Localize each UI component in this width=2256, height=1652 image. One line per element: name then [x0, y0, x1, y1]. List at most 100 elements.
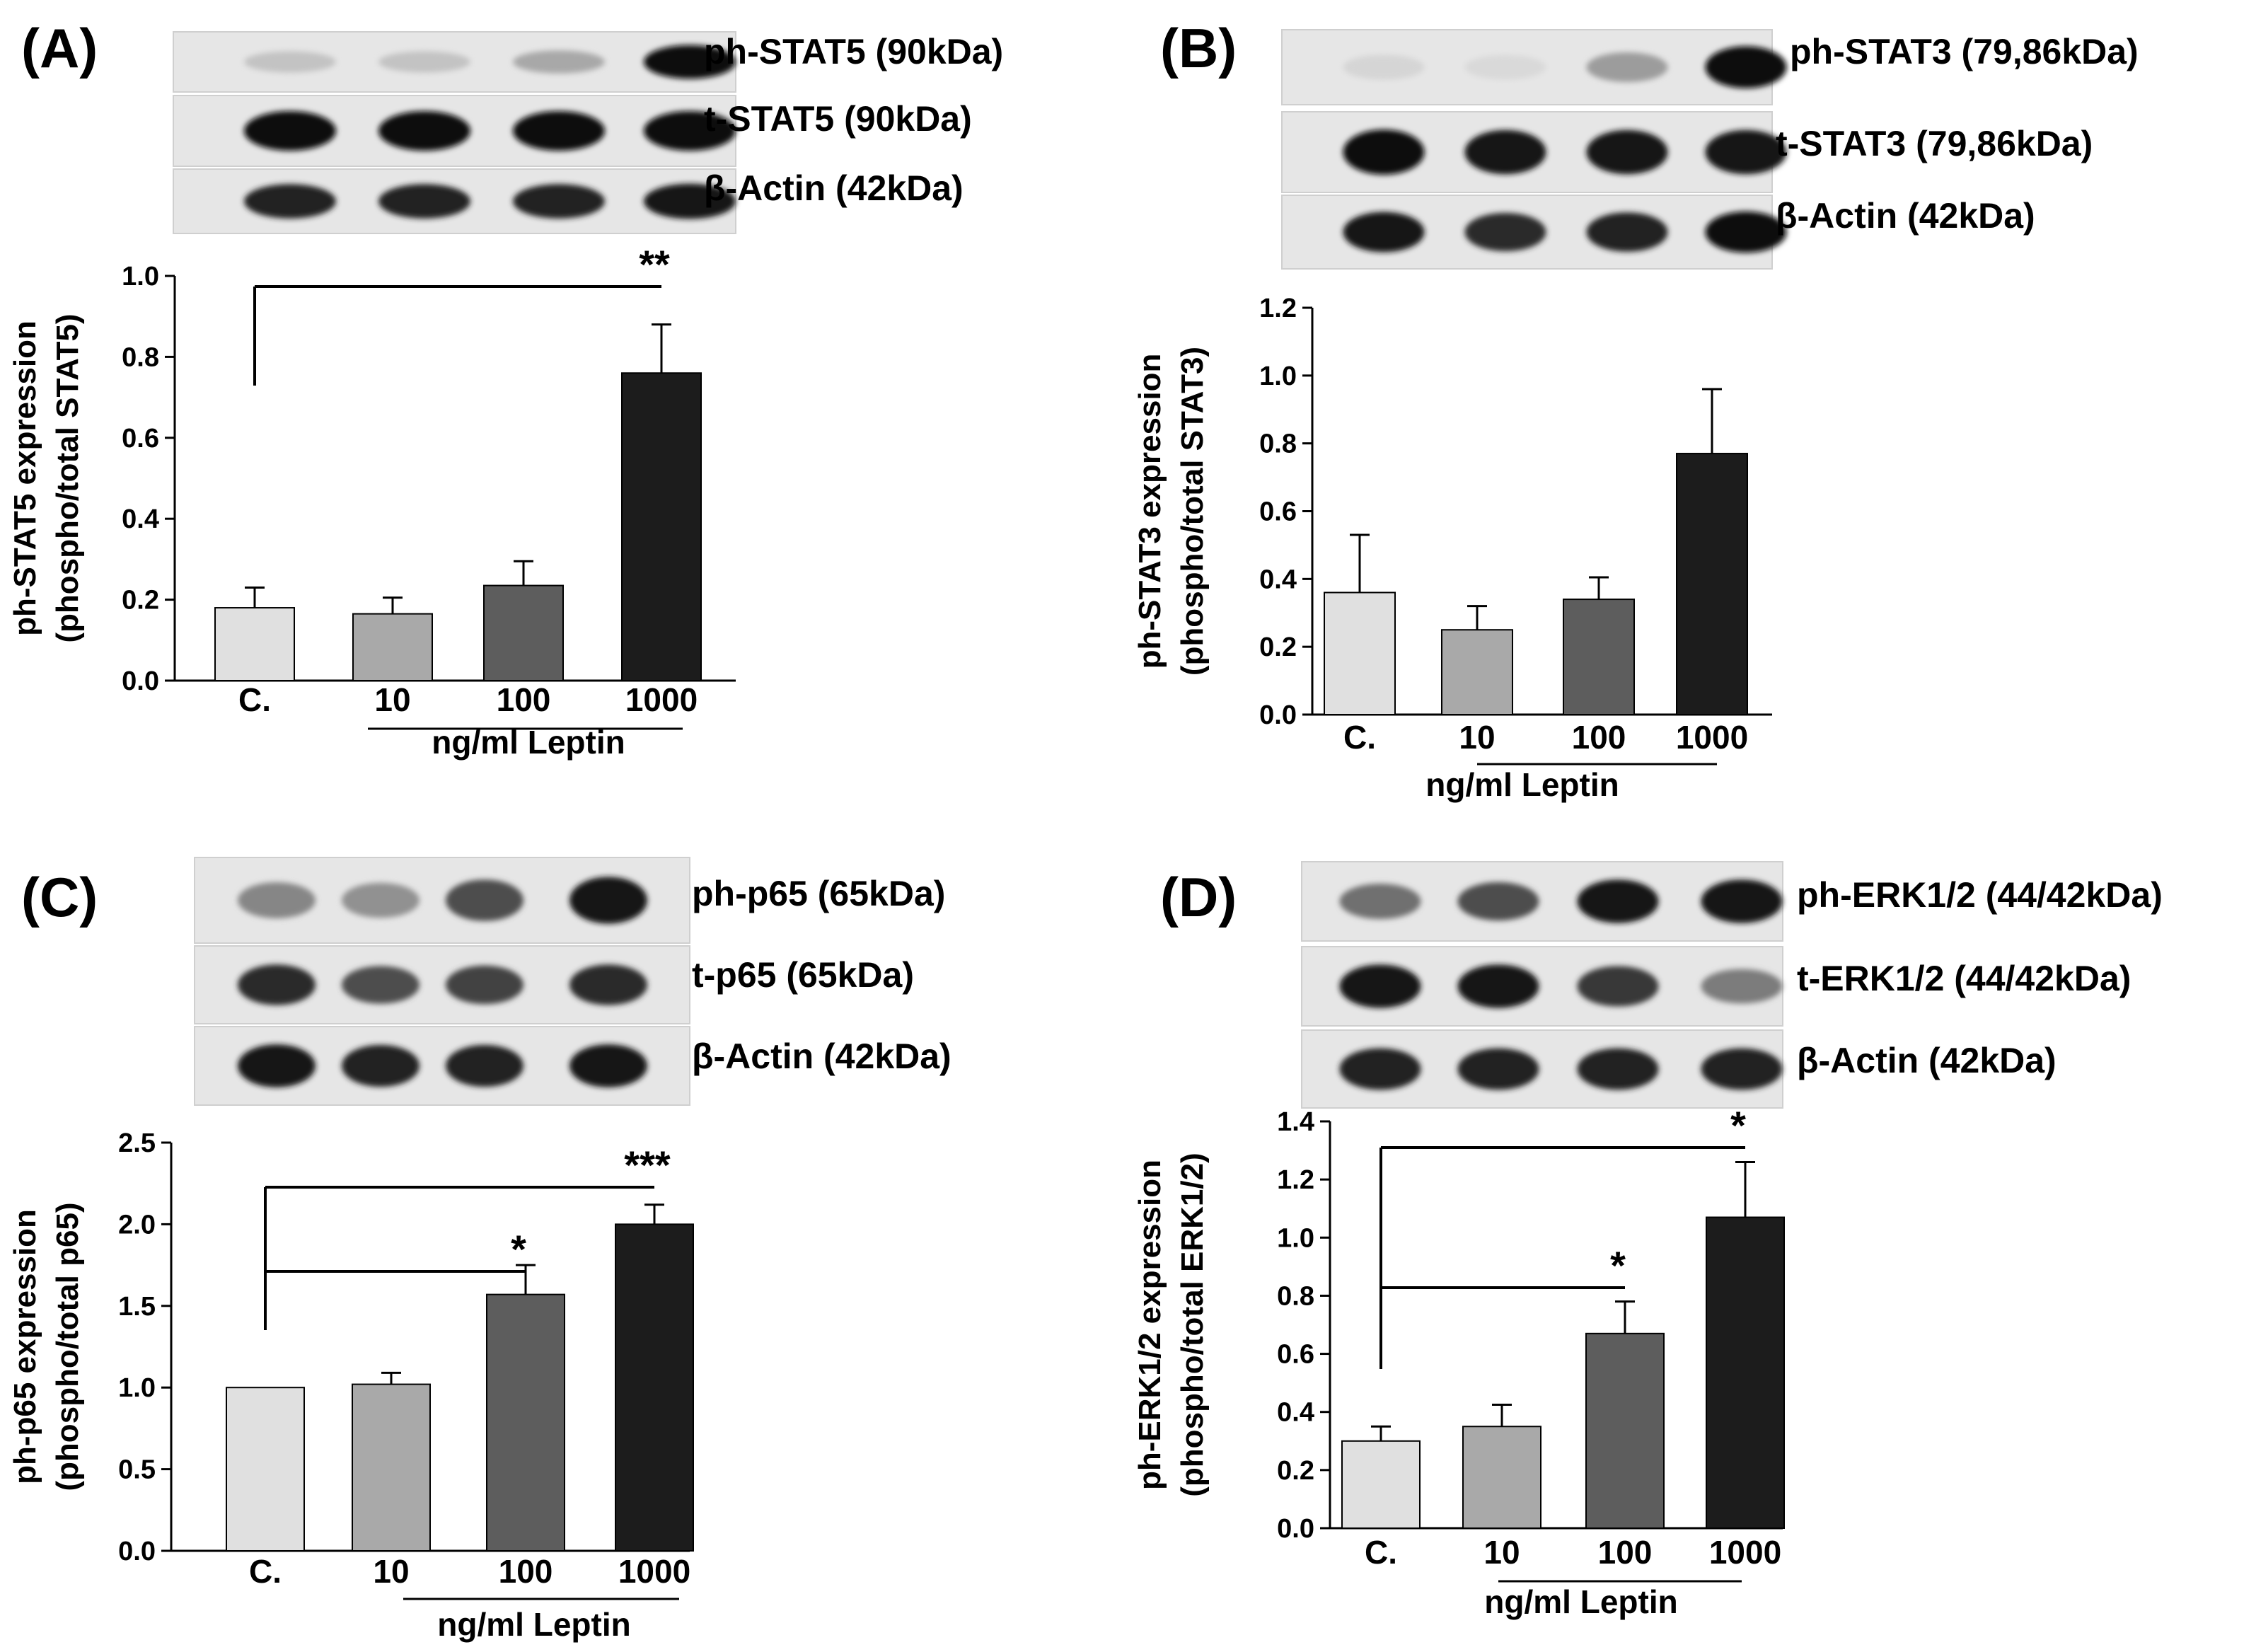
blot-strip: [1281, 195, 1787, 270]
bar: [352, 613, 433, 681]
blot-band: [644, 45, 736, 79]
significance-label: *: [1730, 1103, 1746, 1148]
blot-band: [513, 50, 605, 74]
y-tick-label: 1.4: [1277, 1107, 1314, 1137]
panel-label: (D): [1160, 866, 1237, 928]
y-tick-label: 0.8: [1277, 1281, 1314, 1311]
blot-strip: [173, 168, 736, 234]
y-axis-label: ph-p65 expression: [8, 1209, 42, 1484]
blot-band: [1464, 54, 1546, 80]
y-axis-label: ph-ERK1/2 expression: [1133, 1160, 1167, 1490]
blot-band: [446, 879, 523, 921]
y-tick-label: 1.2: [1277, 1165, 1314, 1195]
panel-b: (B) ph-STAT3 (79,86kDa) t-STAT3 (79,86kDa)…: [1133, 17, 2139, 803]
bar: [352, 1383, 431, 1552]
blot-band: [569, 1044, 647, 1087]
x-tick-label: 100: [499, 1553, 553, 1590]
blot-band: [1577, 879, 1659, 923]
blot-band: [342, 882, 420, 918]
y-tick-label: 0.6: [122, 424, 159, 454]
significance-label: **: [639, 242, 670, 287]
y-axis-label: (phospho/total p65): [50, 1202, 85, 1491]
bar: [214, 607, 295, 681]
blot-strip: [1301, 946, 1783, 1027]
bar-chart: 0.0 0.5 1.0 1.5 2.0 2.5 C. 10 100 1000 ng/ml Lepti…: [8, 1128, 694, 1643]
blot-band: [238, 964, 316, 1005]
bar: [483, 584, 564, 682]
blot-label: ph-STAT3 (79,86kDa): [1790, 32, 2139, 71]
blot-label: t-ERK1/2 (44/42kDa): [1797, 959, 2131, 998]
blot-band: [569, 877, 647, 924]
blot-band: [1586, 212, 1668, 252]
blot-band: [244, 51, 336, 73]
bar: [1585, 1332, 1665, 1529]
y-axis-label: (phospho/total ERK1/2): [1175, 1153, 1210, 1496]
y-tick-label: 1.0: [122, 262, 159, 291]
y-axis-label: (phospho/total STAT3): [1175, 347, 1210, 676]
bar: [1324, 591, 1396, 715]
blot-band: [342, 1044, 420, 1087]
bar: [621, 372, 702, 682]
y-tick-label: 0.5: [118, 1455, 156, 1485]
blot-strip: [1281, 111, 1787, 193]
y-tick-label: 1.0: [1277, 1223, 1314, 1253]
y-tick-label: 0.4: [122, 504, 159, 534]
blot-label: β-Actin (42kDa): [1776, 196, 2035, 236]
blot-band: [378, 111, 470, 151]
blot-label: t-p65 (65kDa): [692, 955, 914, 995]
x-axis-label: ng/ml Leptin: [1425, 766, 1619, 803]
y-tick-label: 0.8: [122, 342, 159, 372]
bar: [1563, 599, 1635, 715]
blot-band: [1339, 883, 1421, 920]
blot-strip: [173, 95, 736, 167]
blot-band: [244, 184, 336, 219]
panel-label: (C): [21, 866, 98, 928]
x-tick-label: 10: [1459, 719, 1495, 756]
blot-band: [644, 183, 736, 219]
y-tick-label: 0.2: [1277, 1456, 1314, 1486]
blot-band: [1705, 211, 1787, 253]
x-axis-label: ng/ml Leptin: [1484, 1583, 1677, 1620]
blot-band: [1701, 969, 1783, 1004]
blot-label: β-Actin (42kDa): [1797, 1041, 2057, 1080]
blot-label: t-STAT3 (79,86kDa): [1776, 124, 2093, 163]
blot-band: [238, 1044, 316, 1087]
y-tick-label: 0.6: [1277, 1340, 1314, 1370]
x-tick-label: 10: [374, 681, 410, 718]
blot-band: [1586, 52, 1668, 82]
blot-label: β-Actin (42kDa): [704, 168, 964, 208]
blot-strip: [1281, 29, 1787, 105]
y-tick-label: 0.0: [122, 666, 159, 696]
blot-band: [1457, 1048, 1539, 1090]
blot-band: [1586, 129, 1668, 175]
blot-strip: [173, 31, 736, 93]
blot-band: [1343, 54, 1425, 80]
y-tick-label: 0.0: [118, 1537, 156, 1566]
bar-chart: 0.0 0.2 0.4 0.6 0.8 1.0 1.2 C. 10 100 1000 ng/ml Le…: [1133, 294, 1772, 803]
y-axis-label: ph-STAT3 expression: [1133, 354, 1167, 669]
x-axis-label: ng/ml Leptin: [432, 724, 625, 761]
blot-band: [513, 111, 605, 151]
y-tick-label: 0.8: [1259, 429, 1297, 459]
y-tick-label: 2.0: [118, 1210, 156, 1240]
x-tick-label: 1000: [1676, 719, 1748, 756]
blot-label: ph-STAT5 (90kDa): [704, 32, 1003, 71]
y-tick-label: 0.4: [1277, 1398, 1314, 1428]
y-tick-label: 0.2: [1259, 633, 1297, 662]
blot-band: [342, 966, 420, 1004]
y-tick-label: 1.5: [118, 1292, 156, 1322]
panel-label: (A): [21, 17, 98, 79]
blot-band: [1464, 212, 1546, 252]
blot-band: [1701, 1048, 1783, 1090]
x-tick-label: 10: [1483, 1534, 1520, 1571]
y-tick-label: 2.5: [118, 1128, 156, 1158]
blot-label: ph-p65 (65kDa): [692, 874, 945, 913]
blot-band: [1457, 882, 1539, 921]
blot-band: [569, 964, 647, 1005]
blot-strip: [194, 1026, 690, 1106]
blot-band: [244, 111, 336, 151]
blot-band: [238, 882, 316, 918]
y-tick-label: 0.0: [1277, 1514, 1314, 1544]
blot-band: [1577, 1048, 1659, 1090]
